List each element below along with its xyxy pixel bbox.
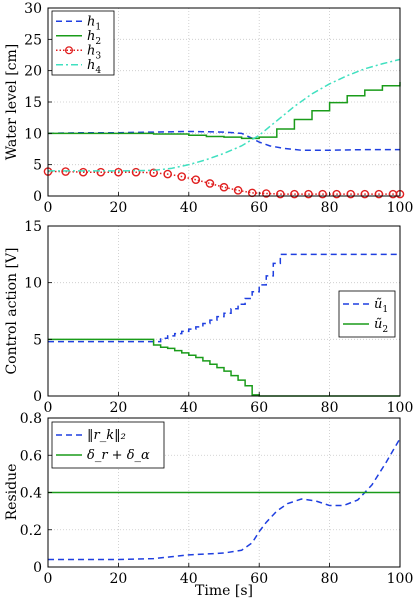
series-line	[48, 253, 400, 343]
series-line	[48, 81, 401, 140]
control-action-chart: 0 20 40 60 80 100 0 5 10 15 Control action [V] ũ1…	[4, 219, 413, 416]
tick-labels: 0 20 40 60 80 100 0 5 10 15	[24, 219, 413, 416]
y-tick-label: 0	[33, 389, 42, 405]
data-point	[163, 169, 172, 179]
x-tick-label: 20	[109, 571, 127, 587]
y-tick-label: 5	[33, 158, 42, 174]
y-tick-label: 15	[24, 219, 42, 235]
legend-box	[51, 421, 165, 469]
y-axis-label: Control action [V]	[4, 247, 20, 374]
x-tick-label: 40	[180, 200, 198, 216]
x-tick-label: 100	[387, 571, 414, 587]
y-tick-label: 30	[24, 1, 42, 17]
y-tick-label: 10	[24, 276, 42, 292]
y-tick-label: 0.8	[20, 411, 42, 427]
y-axis-label: Water level [cm]	[4, 44, 20, 161]
legend-label: δ_r + δ_α	[87, 448, 150, 463]
y-tick-label: 20	[24, 64, 42, 80]
legend-marker	[64, 46, 74, 55]
data-point	[96, 167, 106, 177]
x-tick-label: 60	[250, 400, 268, 416]
x-tick-label: 100	[387, 200, 414, 216]
data-point	[233, 186, 243, 195]
y-axis-label: Residue	[4, 464, 20, 521]
y-tick-label: 0.2	[20, 523, 42, 539]
y-tick-label: 0.4	[20, 486, 42, 502]
data-point	[261, 189, 271, 198]
x-tick-label: 40	[180, 400, 198, 416]
data-point	[304, 189, 313, 199]
data-point	[374, 189, 384, 199]
y-tick-label: 0	[33, 560, 42, 576]
data-point	[276, 189, 285, 199]
legend: ‖r_k‖₂ δ_r + δ_α	[51, 421, 165, 469]
y-tick-label: 0	[33, 189, 42, 205]
series-line	[48, 338, 400, 397]
series-group	[48, 438, 401, 561]
data-point	[114, 167, 123, 177]
data-point	[149, 168, 158, 178]
data-point	[191, 175, 201, 185]
legend-label: ‖r_k‖₂	[87, 428, 126, 443]
series-group	[48, 253, 400, 397]
data-point	[290, 189, 299, 199]
x-tick-label: 20	[109, 200, 127, 216]
tick-labels: 0 20 40 60 80 100 0 5 10 15 20 25 30	[24, 1, 413, 216]
y-tick-label: 0.6	[20, 448, 42, 464]
series-group	[43, 58, 405, 199]
x-tick-label: 20	[109, 400, 127, 416]
residue-chart: 0 20 40 60 80 100 0 0.2 0.4 0.6 0.8 Residue ‖r_k‖₂…	[4, 411, 413, 587]
data-point	[318, 189, 327, 199]
x-tick-label: 80	[321, 200, 339, 216]
x-tick-label: 80	[321, 400, 339, 416]
tick-labels: 0 20 40 60 80 100 0 0.2 0.4 0.6 0.8	[20, 411, 414, 587]
y-tick-label: 15	[24, 95, 42, 111]
data-point	[177, 172, 187, 181]
x-tick-label: 60	[250, 200, 268, 216]
y-tick-label: 25	[24, 32, 42, 48]
x-tick-label: 0	[44, 400, 53, 416]
grid	[48, 226, 400, 396]
x-tick-label: 40	[180, 571, 198, 587]
x-tick-label: 100	[387, 400, 414, 416]
x-axis-label: Time [s]	[195, 583, 253, 599]
y-tick-label: 5	[33, 332, 42, 348]
series-line	[48, 170, 400, 195]
x-tick-label: 80	[321, 571, 339, 587]
y-tick-label: 10	[24, 126, 42, 142]
axes-frame	[47, 225, 401, 397]
data-point	[78, 167, 88, 177]
water-level-chart: 0 20 40 60 80 100 0 5 10 15 20 25 30 Water level [cm…	[4, 1, 413, 216]
x-tick-label: 0	[44, 200, 53, 216]
data-point	[205, 179, 215, 188]
data-point	[332, 189, 341, 199]
data-point	[360, 189, 370, 199]
data-point	[346, 189, 356, 199]
legend-box	[338, 290, 396, 338]
x-tick-label: 60	[250, 571, 268, 587]
data-point	[131, 167, 141, 177]
series-line	[48, 438, 401, 561]
data-point	[219, 182, 229, 192]
x-tick-label: 0	[44, 571, 53, 587]
